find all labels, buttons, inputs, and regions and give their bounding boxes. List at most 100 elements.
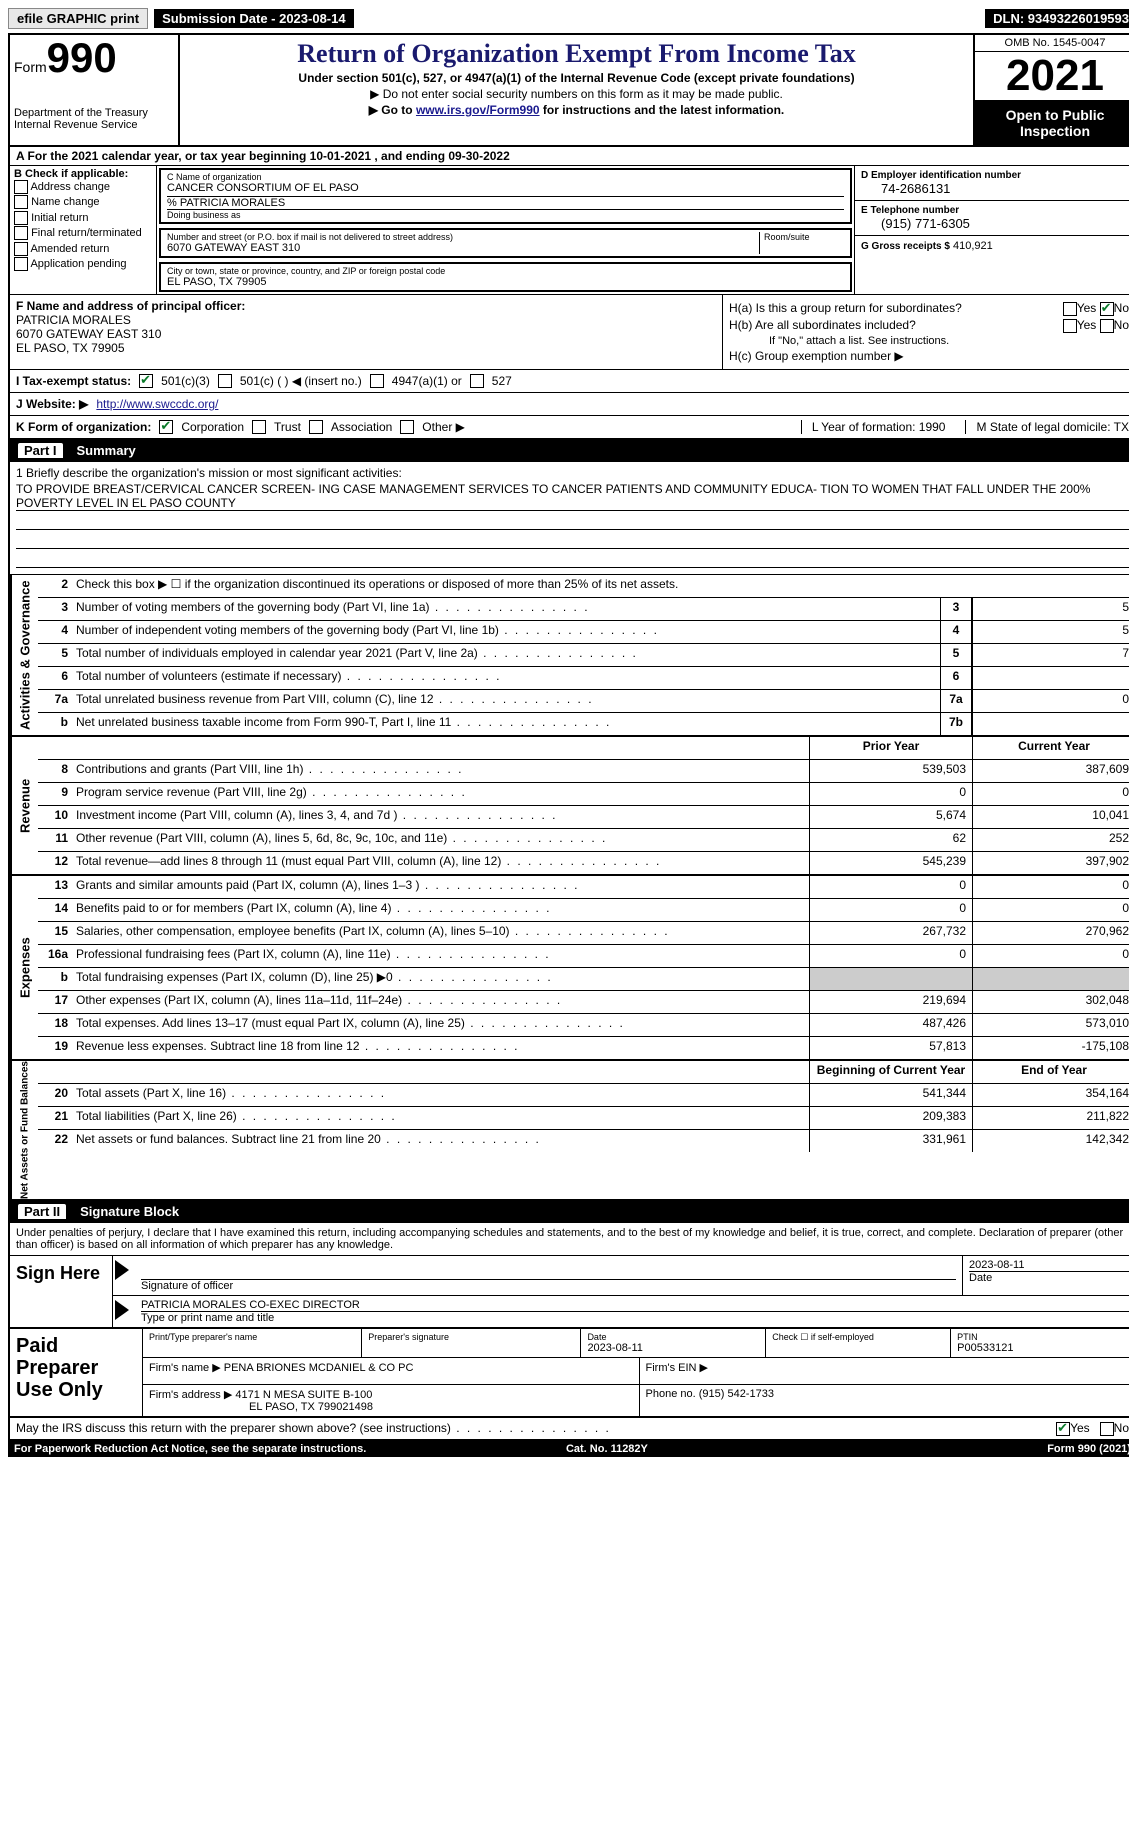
officer-name: PATRICIA MORALES <box>16 313 716 327</box>
hb-yes[interactable] <box>1063 319 1077 333</box>
chk-amended-return[interactable]: Amended return <box>14 242 152 257</box>
efile-print-button[interactable]: efile GRAPHIC print <box>8 8 148 29</box>
chk-527[interactable] <box>470 374 484 388</box>
prep-check-hdr: Check ☐ if self-employed <box>766 1329 951 1357</box>
paid-preparer-block: Paid Preparer Use Only Print/Type prepar… <box>10 1329 1129 1418</box>
room-suite-label: Room/suite <box>759 232 844 254</box>
row-k-form-org: K Form of organization: Corporation Trus… <box>10 416 1129 440</box>
sig-arrow-icon-2 <box>115 1300 129 1320</box>
form-header: Form990 Department of the Treasury Inter… <box>10 35 1129 147</box>
phone-label: Phone no. <box>646 1388 696 1400</box>
discuss-yes[interactable] <box>1056 1422 1070 1436</box>
irs-link[interactable]: www.irs.gov/Form990 <box>416 103 540 117</box>
gov-label: Activities & Governance <box>10 575 38 735</box>
summary-row: 11Other revenue (Part VIII, column (A), … <box>38 829 1129 852</box>
sig-date-label: Date <box>969 1271 1129 1284</box>
section-fh: F Name and address of principal officer:… <box>10 295 1129 370</box>
d-label: D Employer identification number <box>861 170 1129 181</box>
ha-label: H(a) Is this a group return for subordin… <box>729 301 962 315</box>
top-bar: efile GRAPHIC print Submission Date - 20… <box>8 8 1129 29</box>
city-label: City or town, state or province, country… <box>167 266 844 276</box>
b-title: B Check if applicable: <box>14 168 152 180</box>
g-label: G Gross receipts $ <box>861 241 950 252</box>
chk-final-return[interactable]: Final return/terminated <box>14 226 152 241</box>
dba-label: Doing business as <box>167 209 844 220</box>
org-name-box: C Name of organization CANCER CONSORTIUM… <box>159 168 852 224</box>
g-gross: G Gross receipts $ 410,921 <box>855 236 1129 256</box>
addr-label: Number and street (or P.O. box if mail i… <box>167 232 759 242</box>
chk-application-pending[interactable]: Application pending <box>14 257 152 272</box>
officer-name-title: PATRICIA MORALES CO-EXEC DIRECTOR <box>141 1299 1129 1312</box>
summary-row: 13Grants and similar amounts paid (Part … <box>38 876 1129 899</box>
prep-name-hdr: Print/Type preparer's name <box>149 1332 355 1342</box>
summary-row: bNet unrelated business taxable income f… <box>38 713 1129 735</box>
officer-addr2: EL PASO, TX 79905 <box>16 341 716 355</box>
summary-row: 8Contributions and grants (Part VIII, li… <box>38 760 1129 783</box>
goto-post: for instructions and the latest informat… <box>540 103 785 117</box>
dept-treasury: Department of the Treasury Internal Reve… <box>14 107 174 131</box>
phone-val: (915) 542-1733 <box>699 1388 774 1400</box>
summary-header-row: Beginning of Current YearEnd of Year <box>38 1061 1129 1084</box>
sig-officer-label: Signature of officer <box>141 1280 956 1292</box>
type-name-label: Type or print name and title <box>141 1312 1129 1324</box>
prep-date-hdr: Date <box>587 1332 759 1342</box>
website-link[interactable]: http://www.swccdc.org/ <box>96 397 218 411</box>
discuss-no[interactable] <box>1100 1422 1114 1436</box>
form-word: Form <box>14 59 47 75</box>
chk-association[interactable] <box>309 420 323 434</box>
hb-label: H(b) Are all subordinates included? <box>729 318 916 332</box>
chk-4947[interactable] <box>370 374 384 388</box>
part2-num: Part II <box>18 1204 66 1219</box>
d-ein: D Employer identification number 74-2686… <box>855 166 1129 201</box>
summary-row: 21Total liabilities (Part X, line 26)209… <box>38 1107 1129 1130</box>
chk-corporation[interactable] <box>159 420 173 434</box>
summary-row: 5Total number of individuals employed in… <box>38 644 1129 667</box>
hc-label: H(c) Group exemption number ▶ <box>729 349 904 363</box>
row-j-website: J Website: ▶ http://www.swccdc.org/ <box>10 393 1129 416</box>
m-state-domicile: M State of legal domicile: TX <box>965 420 1129 434</box>
expenses-section: Expenses 13Grants and similar amounts pa… <box>10 876 1129 1061</box>
row-i-tax-status: I Tax-exempt status: 501(c)(3) 501(c) ( … <box>10 370 1129 393</box>
prep-date: 2023-08-11 <box>587 1342 759 1354</box>
summary-row: bTotal fundraising expenses (Part IX, co… <box>38 968 1129 991</box>
chk-other[interactable] <box>400 420 414 434</box>
sig-date-val: 2023-08-11 <box>969 1259 1129 1271</box>
firm-addr-label: Firm's address ▶ <box>149 1389 232 1401</box>
d-value: 74-2686131 <box>861 181 1129 196</box>
care-of: % PATRICIA MORALES <box>167 196 844 209</box>
summary-row: 15Salaries, other compensation, employee… <box>38 922 1129 945</box>
chk-address-change[interactable]: Address change <box>14 180 152 195</box>
hb-no[interactable] <box>1100 319 1114 333</box>
summary-row: 20Total assets (Part X, line 16)541,3443… <box>38 1084 1129 1107</box>
chk-501c3[interactable] <box>139 374 153 388</box>
addr-box: Number and street (or P.O. box if mail i… <box>159 228 852 258</box>
prep-ptin-hdr: PTIN <box>957 1332 1129 1342</box>
footer-bar: For Paperwork Reduction Act Notice, see … <box>8 1441 1129 1457</box>
part1-num: Part I <box>18 443 63 458</box>
ha-no[interactable] <box>1100 302 1114 316</box>
part1-header: Part I Summary <box>10 440 1129 462</box>
summary-row: 10Investment income (Part VIII, column (… <box>38 806 1129 829</box>
e-value: (915) 771-6305 <box>861 216 1129 231</box>
penalty-text: Under penalties of perjury, I declare th… <box>10 1223 1129 1256</box>
col-defg: D Employer identification number 74-2686… <box>854 166 1129 294</box>
chk-501c[interactable] <box>218 374 232 388</box>
discuss-row: May the IRS discuss this return with the… <box>10 1418 1129 1439</box>
chk-initial-return[interactable]: Initial return <box>14 211 152 226</box>
form-ref: Form 990 (2021) <box>1047 1443 1129 1455</box>
ha-yes[interactable] <box>1063 302 1077 316</box>
e-label: E Telephone number <box>861 205 1129 216</box>
firm-addr2: EL PASO, TX 799021498 <box>149 1401 633 1413</box>
f-officer: F Name and address of principal officer:… <box>10 295 722 369</box>
col-b-checkboxes: B Check if applicable: Address change Na… <box>10 166 157 294</box>
firm-name-label: Firm's name ▶ <box>149 1362 221 1374</box>
part2-header: Part II Signature Block <box>10 1201 1129 1223</box>
street-address: 6070 GATEWAY EAST 310 <box>167 242 759 254</box>
header-left: Form990 Department of the Treasury Inter… <box>10 35 180 145</box>
chk-name-change[interactable]: Name change <box>14 195 152 210</box>
officer-addr1: 6070 GATEWAY EAST 310 <box>16 327 716 341</box>
k-label: K Form of organization: <box>16 420 151 434</box>
chk-trust[interactable] <box>252 420 266 434</box>
firm-name: PENA BRIONES MCDANIEL & CO PC <box>224 1362 414 1374</box>
firm-addr1: 4171 N MESA SUITE B-100 <box>235 1389 372 1401</box>
